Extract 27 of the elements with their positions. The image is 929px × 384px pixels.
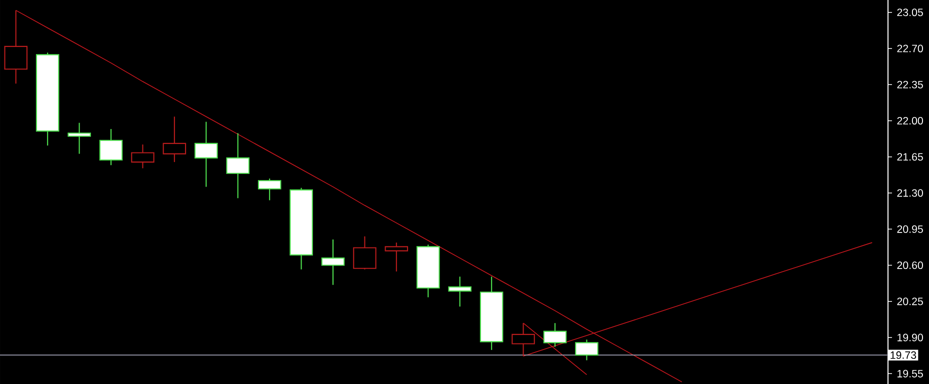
y-tick-label: 22.00 xyxy=(897,116,923,125)
y-tick-label: 20.95 xyxy=(897,225,923,233)
candlestick xyxy=(543,322,567,348)
y-tick-label: 20.60 xyxy=(897,262,923,270)
y-tick-label: 22.70 xyxy=(897,44,923,52)
y-tick-label: 19.90 xyxy=(898,334,923,342)
candlestick xyxy=(321,238,345,286)
candlestick xyxy=(512,322,535,357)
candlestick xyxy=(258,178,282,201)
y-tick-label: 21.30 xyxy=(897,189,923,197)
candlestick xyxy=(99,128,123,166)
y-tick-label: 20.25 xyxy=(897,298,923,306)
candlestick xyxy=(162,116,186,163)
y-tick-label: 23.05 xyxy=(897,8,923,16)
candlestick xyxy=(4,10,28,84)
candlestick xyxy=(448,276,472,308)
y-tick-label: 21.65 xyxy=(897,153,923,161)
candlestick xyxy=(131,144,154,169)
candlestick xyxy=(194,121,218,188)
candlestick xyxy=(353,236,376,270)
candlestick xyxy=(226,132,250,199)
y-tick-label: 22.35 xyxy=(897,80,923,88)
ref-line-label: 19.73 xyxy=(890,351,916,359)
y-tick-label: 19.55 xyxy=(898,370,923,378)
candlestick xyxy=(68,122,91,154)
candlestick xyxy=(384,242,408,272)
candlestick xyxy=(575,339,598,361)
